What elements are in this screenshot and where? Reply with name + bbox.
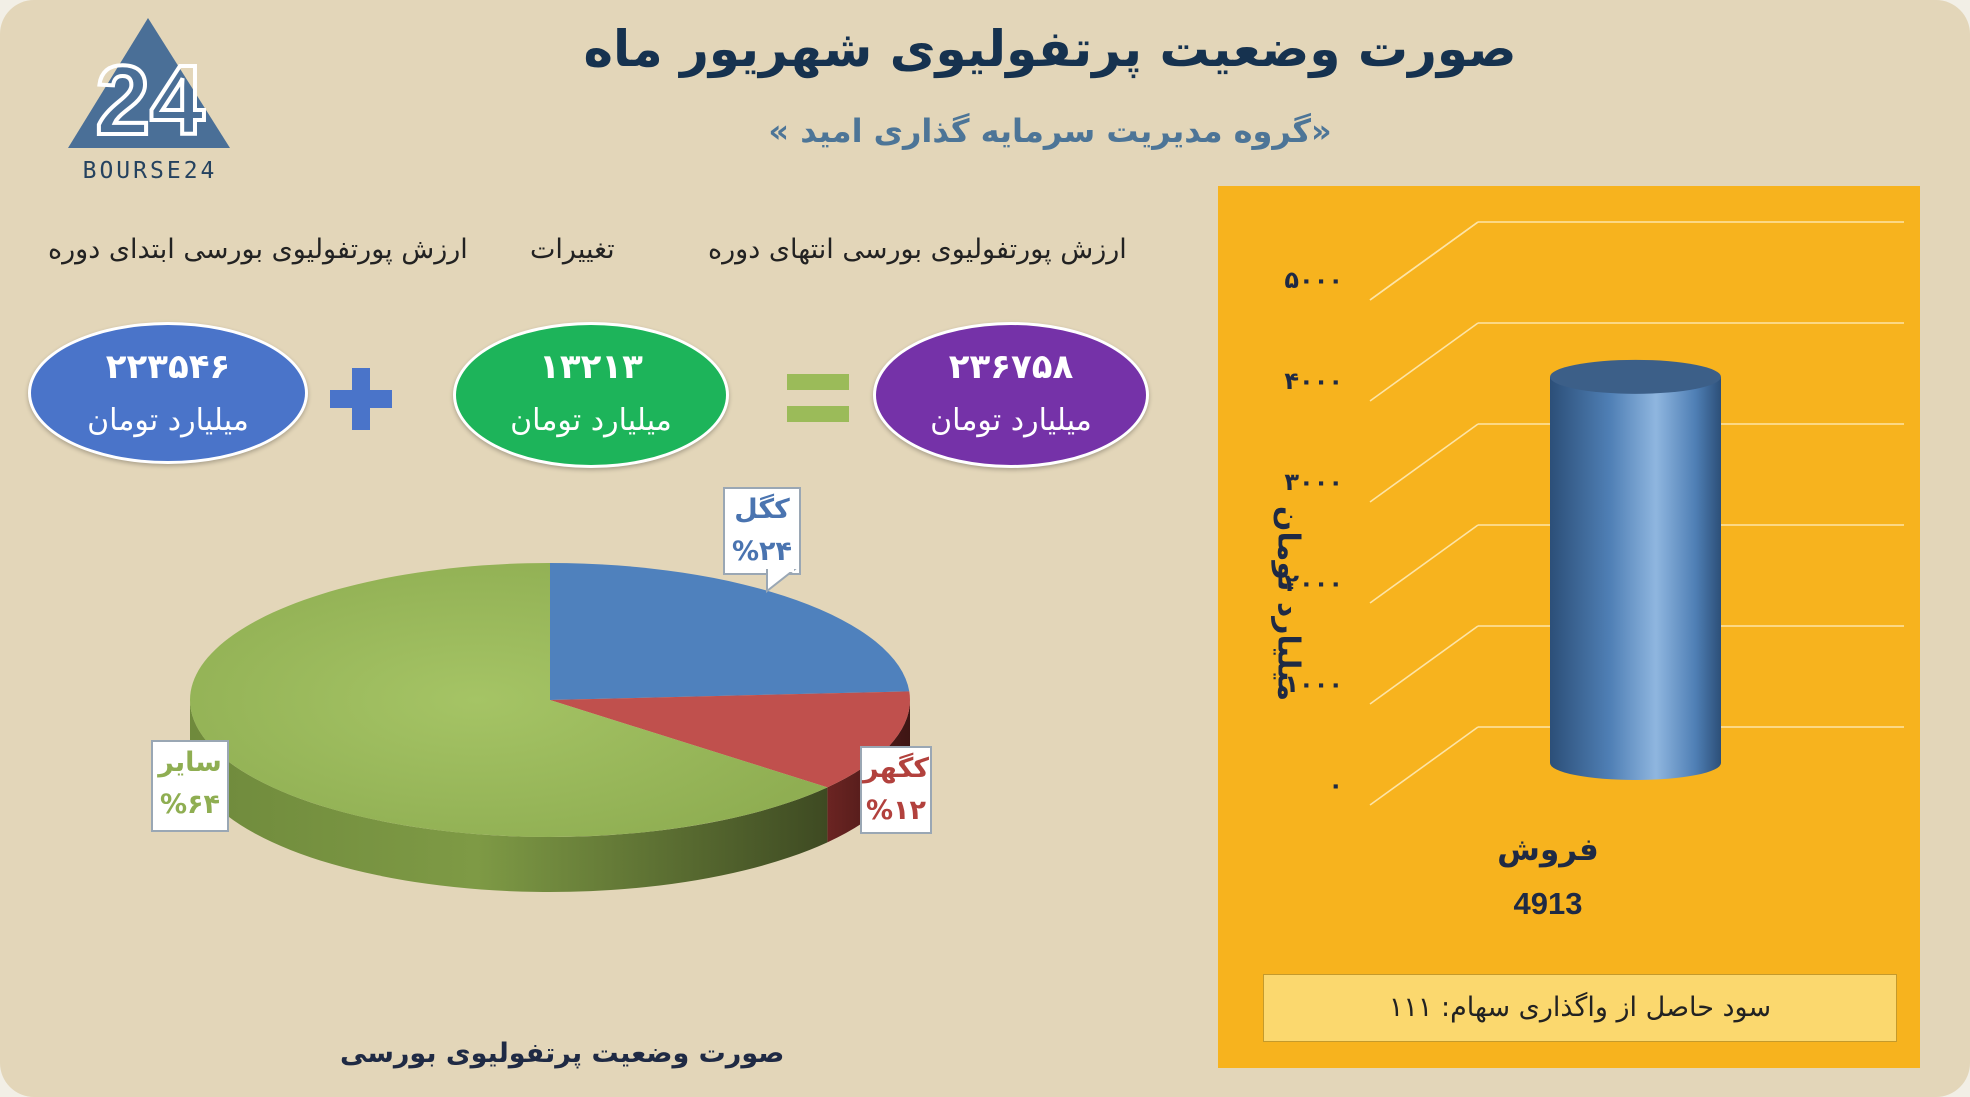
- pie-slice-kegohar: [550, 691, 910, 788]
- callout-kegol-pointer: [766, 569, 797, 593]
- y-tick-label: ۴۰۰۰: [1284, 367, 1343, 395]
- start-value-ellipse: ۲۲۳۵۴۶ میلیارد تومان: [28, 322, 308, 464]
- pie-slice-kegol: [550, 563, 910, 700]
- change-value-ellipse: ۱۳۲۱۳ میلیارد تومان: [453, 322, 729, 468]
- pie-chart-title: صورت وضعیت پرتفولیوی بورسی: [340, 1038, 785, 1069]
- y-tick-label: ۲۰۰۰: [1284, 569, 1343, 597]
- callout-kegol-name: کگل: [734, 494, 790, 525]
- callout-sayer-name: سایر: [158, 747, 222, 778]
- logo-text: BOURSE24: [83, 158, 218, 184]
- equals-icon: [787, 374, 849, 422]
- page-title: صورت وضعیت پرتفولیوی شهریور ماه: [583, 20, 1517, 78]
- grid-diagonal: [1369, 221, 1479, 301]
- bar-chart: ۰ ۱۰۰۰ ۲۰۰۰ ۳۰۰۰ ۴۰۰۰ ۵۰۰۰: [1284, 221, 1904, 806]
- bar-chart-panel: ۰ ۱۰۰۰ ۲۰۰۰ ۳۰۰۰ ۴۰۰۰ ۵۰۰۰ فروش 4913 میلیارد …: [1218, 186, 1920, 1068]
- callout-sayer-percent: %۶۴: [159, 789, 220, 820]
- end-value-unit: میلیارد تومان: [930, 403, 1092, 438]
- plus-icon: [330, 368, 392, 430]
- pie-side-sayer: [190, 700, 828, 892]
- bar-forush-body: [1550, 376, 1721, 780]
- callout-kegohar-percent: %۱۲: [865, 795, 926, 826]
- start-value-number: ۲۲۳۵۴۶: [105, 347, 231, 387]
- pie-chart: [189, 563, 910, 892]
- grid-diagonal: [1369, 726, 1479, 806]
- grid-diagonal: [1369, 524, 1479, 604]
- bar-y-axis-label: میلیارد تومان: [1270, 505, 1306, 702]
- y-tick-label: ۰: [1328, 771, 1343, 799]
- change-label: تغییرات: [530, 234, 615, 265]
- logo-mark: 24: [95, 45, 204, 155]
- y-tick-label: ۵۰۰۰: [1284, 266, 1343, 294]
- y-tick-label: ۱۰۰۰: [1284, 670, 1343, 698]
- change-value-unit: میلیارد تومان: [510, 403, 672, 438]
- grid-diagonal: [1369, 423, 1479, 503]
- bourse24-logo: 24 BOURSE24: [68, 18, 230, 184]
- callout-kegol: کگل %۲۴: [723, 487, 801, 575]
- end-value-ellipse: ۲۳۶۷۵۸ میلیارد تومان: [873, 322, 1149, 468]
- y-tick-label: ۳۰۰۰: [1284, 468, 1343, 496]
- bar-forush-top: [1550, 359, 1721, 394]
- bar-data-label: 4913: [1513, 886, 1583, 921]
- change-value-number: ۱۳۲۱۳: [539, 347, 643, 387]
- callout-kegol-percent: %۲۴: [731, 536, 792, 567]
- page-subtitle: «گروه مدیریت سرمایه گذاری امید »: [768, 112, 1332, 150]
- grid-diagonal: [1369, 625, 1479, 705]
- pie-slice-sayer: [189, 563, 828, 837]
- callout-sayer: سایر %۶۴: [151, 740, 229, 832]
- start-value-unit: میلیارد تومان: [87, 403, 249, 438]
- callout-kegohar: کگهر %۱۲: [860, 746, 932, 834]
- end-value-number: ۲۳۶۷۵۸: [948, 347, 1074, 387]
- bar-category-label: فروش: [1497, 832, 1599, 868]
- grid-diagonal: [1369, 322, 1479, 402]
- start-value-label: ارزش پورتفولیوی بورسی ابتدای دوره: [48, 234, 468, 265]
- profit-box: سود حاصل از واگذاری سهام: ۱۱۱: [1263, 974, 1897, 1042]
- end-value-label: ارزش پورتفولیوی بورسی انتهای دوره: [708, 234, 1127, 265]
- callout-kegohar-name: کگهر: [862, 753, 930, 784]
